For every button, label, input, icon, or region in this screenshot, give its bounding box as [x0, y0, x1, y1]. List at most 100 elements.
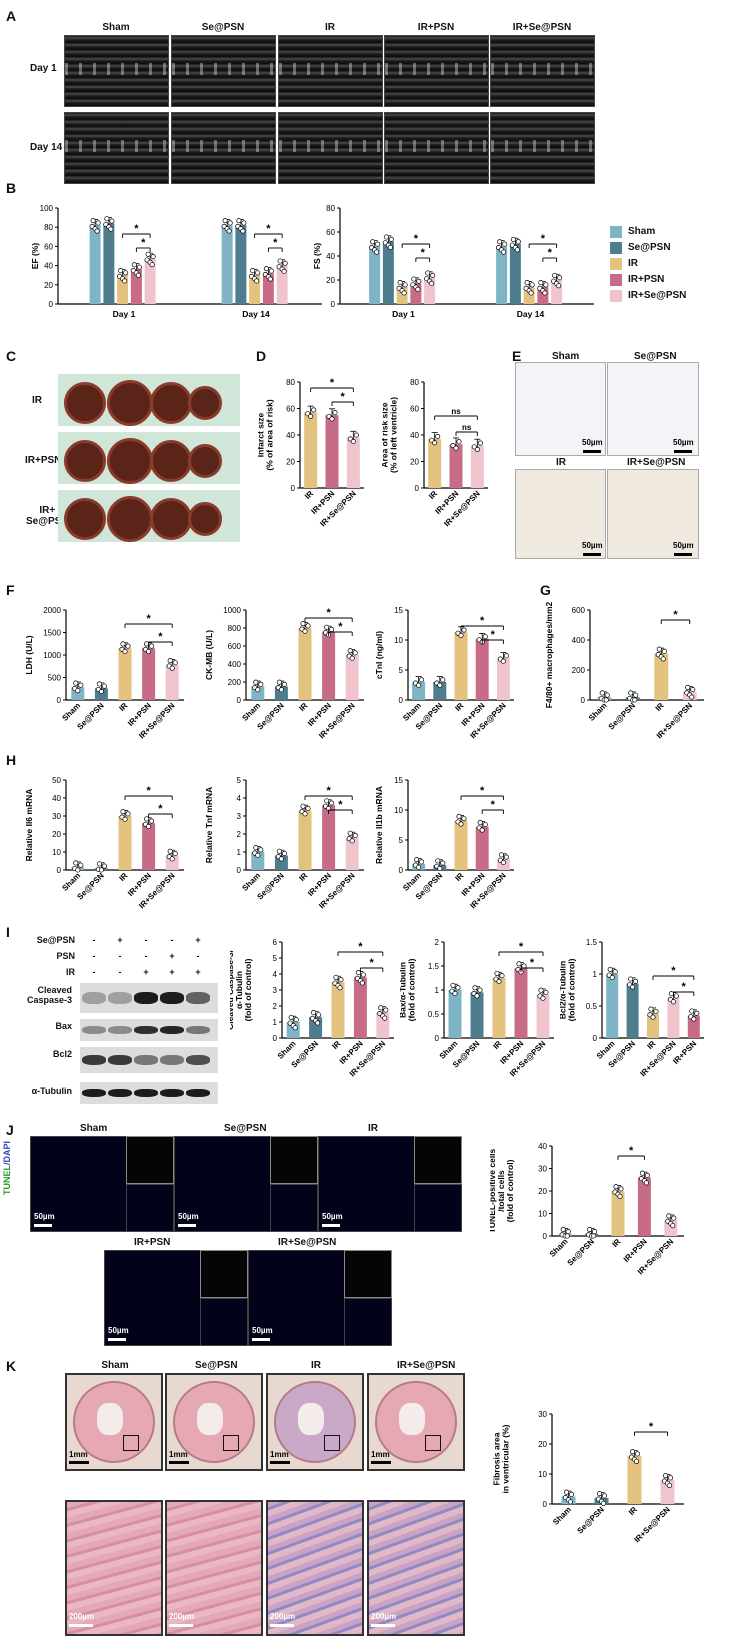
- bar: [103, 223, 115, 304]
- blot-band: [108, 1088, 132, 1098]
- data-point: [374, 249, 380, 255]
- y-tick-label: 100: [40, 204, 54, 213]
- data-point: [563, 1489, 570, 1495]
- y-axis-label: TUNEL-positive cells: [490, 1148, 497, 1233]
- significance-label: *: [141, 237, 146, 249]
- data-point: [591, 1233, 597, 1239]
- bar: [509, 244, 521, 304]
- chart-risk: 0 20 40 60 80 Area of risk size (% of left ven…: [382, 378, 488, 528]
- row-label-day14: Day 14: [30, 142, 63, 153]
- y-tick-label: 10: [394, 806, 403, 815]
- data-point: [258, 681, 264, 687]
- scale-bar: [270, 1624, 294, 1627]
- data-point: [474, 993, 480, 999]
- y-tick-label: 60: [286, 405, 295, 414]
- scale-bar: [322, 1224, 340, 1227]
- significance-label: *: [266, 223, 271, 235]
- scale-label: 50µm: [582, 438, 603, 447]
- x-tick-label: Sham: [240, 701, 262, 723]
- blot-band: [108, 1025, 132, 1035]
- bar: [454, 632, 468, 700]
- data-point: [662, 1473, 669, 1479]
- data-point: [90, 218, 96, 224]
- blot-band: [82, 1054, 106, 1066]
- data-point: [226, 228, 232, 234]
- y-tick-label: 5: [273, 954, 278, 963]
- data-point: [120, 809, 126, 815]
- data-point: [689, 694, 695, 700]
- data-point: [609, 974, 615, 981]
- y-tick-label: 1: [593, 970, 598, 979]
- blot-band: [82, 1088, 106, 1098]
- y-axis-label: (fold of control): [567, 958, 577, 1021]
- scale-bar: [178, 1224, 196, 1227]
- blot-band: [186, 1088, 210, 1098]
- data-point: [477, 440, 483, 446]
- data-point: [600, 1500, 607, 1506]
- blot-band: [134, 1088, 158, 1098]
- he-section: [266, 1373, 364, 1471]
- data-point: [324, 624, 330, 630]
- x-tick-label: IR: [610, 1237, 622, 1249]
- significance-label: ns: [451, 407, 461, 416]
- y-tick-label: 1.5: [586, 938, 598, 947]
- bar: [298, 810, 312, 870]
- data-point: [382, 1015, 388, 1021]
- data-point: [567, 1499, 574, 1505]
- heart-slice: [107, 438, 153, 484]
- data-point: [661, 648, 667, 654]
- chart-casp3: 0 1 2 3 4 5 6 Cleaved Caspase-3/α-Tubulin (fold …: [230, 938, 394, 1078]
- data-point: [253, 845, 259, 851]
- y-tick-label: 4: [237, 794, 242, 803]
- data-point: [461, 816, 467, 822]
- echo-image: [64, 112, 169, 184]
- data-point: [453, 445, 459, 451]
- y-axis-label: (fold of control): [407, 958, 417, 1021]
- bar: [410, 283, 422, 304]
- scale-bar: [674, 450, 692, 453]
- data-point: [633, 692, 639, 698]
- k-label: IR: [311, 1360, 321, 1371]
- data-point: [435, 433, 441, 439]
- scale-bar: [371, 1461, 391, 1464]
- ventricle-lumen: [197, 1403, 223, 1435]
- data-point: [253, 679, 259, 685]
- y-tick-label: 50: [52, 776, 61, 785]
- x-tick-label: IR: [427, 489, 439, 501]
- data-point: [612, 969, 618, 975]
- chart-infarct: 0 20 40 60 80 Infarct size (% of area of risk)…: [258, 377, 364, 528]
- data-point: [293, 1017, 299, 1023]
- bar: [144, 258, 156, 304]
- data-point: [425, 270, 431, 276]
- significance-label: *: [541, 233, 546, 245]
- treatment-sign: +: [169, 967, 175, 977]
- bar: [142, 648, 156, 700]
- data-point: [268, 268, 274, 274]
- data-point: [560, 1226, 566, 1232]
- blot-label-bcl2: Bcl2: [52, 1049, 72, 1059]
- scale-label: 200µm: [270, 1612, 296, 1621]
- data-point: [515, 239, 521, 245]
- panel-f-letter: F: [6, 582, 15, 598]
- data-point: [416, 278, 422, 284]
- data-point: [452, 990, 458, 997]
- y-axis-label: Area of risk size: [382, 402, 390, 467]
- y-tick-label: 1: [237, 848, 242, 857]
- x-tick-label: Sham: [551, 1505, 573, 1527]
- y-tick-label: 200: [228, 678, 242, 687]
- e-label-ir: IR: [556, 457, 566, 468]
- legend-swatch: [610, 226, 622, 238]
- y-axis-label: (fold of control): [505, 1159, 515, 1222]
- y-tick-label: 30: [52, 812, 61, 821]
- significance-label: *: [491, 799, 496, 811]
- chart-f480: 0 200 400 600 F4/80+ macrophages/mm2 ShamSe@P…: [544, 601, 704, 740]
- data-point: [144, 641, 150, 647]
- significance-label: *: [146, 785, 151, 797]
- bar: [396, 287, 408, 304]
- k-label: IR+Se@PSN: [397, 1360, 456, 1371]
- data-point: [689, 1008, 695, 1014]
- x-tick-label: IR: [645, 1039, 657, 1051]
- data-point: [135, 272, 141, 278]
- data-point: [510, 236, 516, 242]
